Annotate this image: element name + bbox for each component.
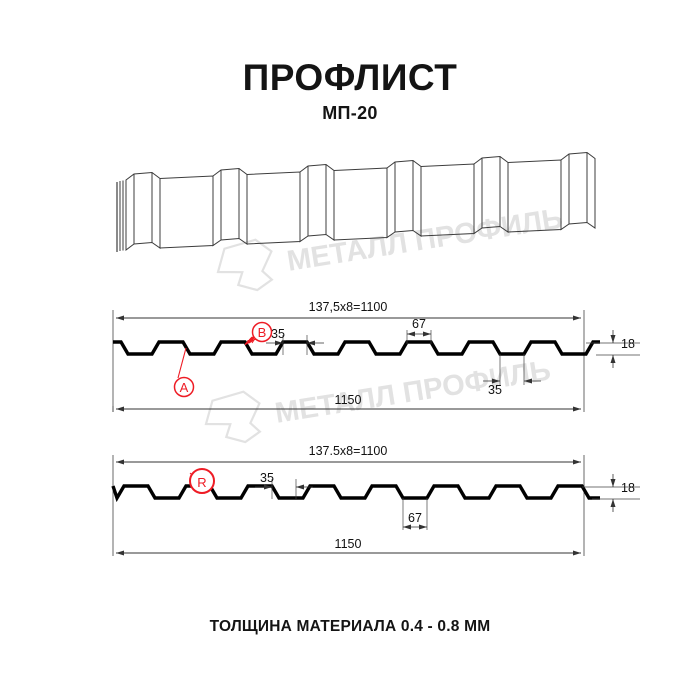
dimension-text-crest-top: 67 <box>412 317 426 331</box>
dimension-text-valley-top: 35 <box>271 327 285 341</box>
sheet-profile-section-bottom <box>111 484 600 503</box>
dimension-text-height-bottom: 18 <box>621 481 635 495</box>
brand-logo-mark <box>204 390 262 444</box>
balloon-label-b: B <box>258 325 267 340</box>
extension-lines <box>112 310 585 412</box>
dimension-crest-bottom: 67 <box>402 498 428 530</box>
dimension-height-bottom: 18 <box>582 474 640 512</box>
sheet-3d-geometry <box>116 151 596 252</box>
dimension-valley-top: 35 <box>266 327 324 355</box>
page-title: ПРОФЛИСТ <box>242 57 458 98</box>
sheet-profile-section-top <box>113 340 600 356</box>
dimension-text-valley-bottom: 35 <box>260 471 274 485</box>
dimension-crest-top: 67 <box>406 317 432 344</box>
material-thickness-note: ТОЛЩИНА МАТЕРИАЛА 0.4 - 0.8 ММ <box>209 618 491 635</box>
balloon-b: B <box>244 321 273 346</box>
balloon-label-a: A <box>180 380 189 395</box>
dimension-overall-top-2: 137.5x8=1100 <box>116 444 581 465</box>
dimension-text-width-top: 1150 <box>335 393 362 407</box>
balloon-r: R <box>189 468 215 494</box>
balloon-label-r: R <box>197 475 206 490</box>
dimension-text-pitch-bottom: 137.5x8=1100 <box>309 444 388 458</box>
balloon-a: A <box>173 347 195 398</box>
dimension-overall-bottom: 1150 <box>116 393 581 412</box>
dimension-text-pitch-top: 137,5x8=1100 <box>309 300 388 314</box>
dimension-text-crest-bottom: 67 <box>408 511 422 525</box>
dimension-overall-bottom-2: 1150 <box>116 537 581 556</box>
page-subtitle: МП-20 <box>322 103 378 123</box>
extension-lines-bottom <box>112 455 585 556</box>
dimension-text-height-top: 18 <box>621 337 635 351</box>
brand-logo-mark <box>216 238 274 292</box>
dimension-overall-top: 137,5x8=1100 <box>116 300 581 321</box>
dimension-text-width-bottom: 1150 <box>335 537 362 551</box>
dimension-valley2-top: 35 <box>483 354 541 397</box>
dimension-valley-bottom: 35 <box>255 471 313 499</box>
dimension-text-valley2-top: 35 <box>488 383 502 397</box>
dimension-height-top: 18 <box>586 330 640 368</box>
